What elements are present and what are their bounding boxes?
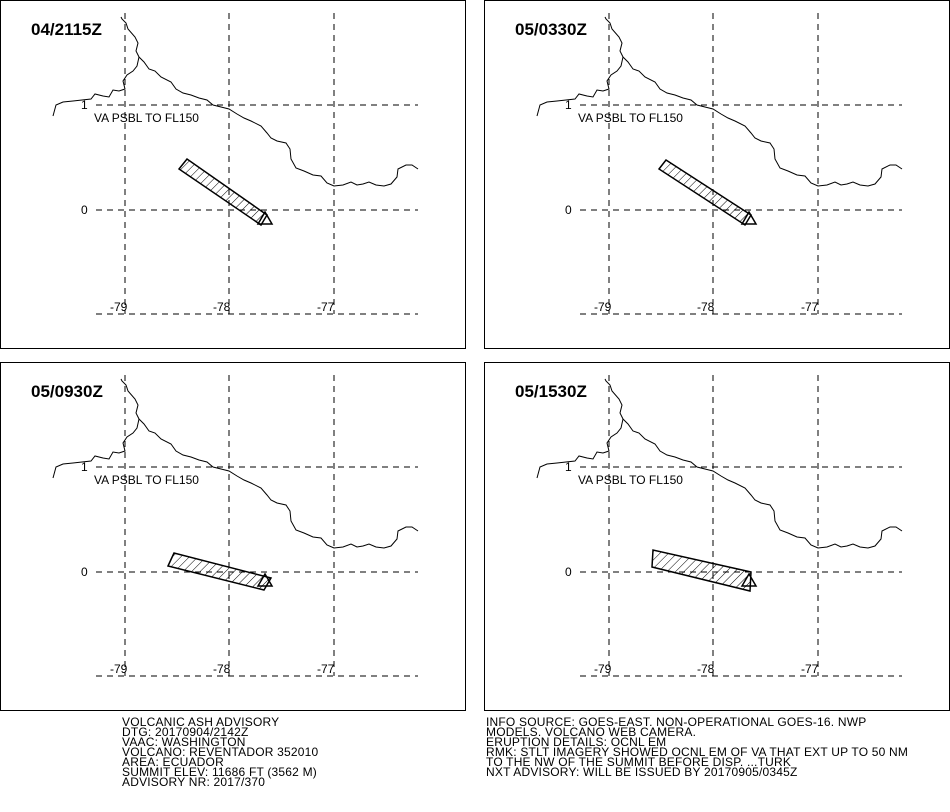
lon-label-79: -79	[110, 300, 128, 314]
advisory-line: TO THE NW OF THE SUMMIT BEFORE DISP. ...…	[486, 755, 792, 769]
lon-label-79: -79	[594, 300, 612, 314]
advisory-line: VOLCANO: REVENTADOR 352010	[122, 745, 319, 759]
ash-annotation: VA PSBL TO FL150	[578, 111, 683, 125]
lon-label-77: -77	[317, 662, 335, 676]
lat-label-1: 1	[565, 98, 572, 112]
lat-label-1: 1	[81, 98, 88, 112]
map-canvas-4: 1 0 -79 -78 -77 VA PSBL TO FL150 05/1530…	[515, 375, 903, 677]
advisory-line: RMK: STLT IMAGERY SHOWED OCNL EM OF VA T…	[486, 745, 909, 759]
advisory-line: ERUPTION DETAILS: OCNL EM	[486, 735, 667, 749]
panel-time: 05/1530Z	[515, 382, 587, 401]
lat-label-0: 0	[565, 203, 572, 217]
lat-label-0: 0	[81, 565, 88, 579]
advisory-line: VAAC: WASHINGTON	[122, 735, 246, 749]
graticule	[96, 375, 418, 677]
map-panel-2: 1 0 -79 -78 -77 VA PSBL TO FL150 05/0330…	[484, 0, 950, 349]
coastline-border	[536, 16, 903, 187]
ash-polygon	[166, 552, 273, 591]
map-canvas-3: 1 0 -79 -78 -77 VA PSBL TO FL150 05/0930…	[31, 375, 419, 677]
ash-cloud-area	[166, 552, 274, 591]
graticule	[96, 13, 418, 315]
advisory-line: SUMMIT ELEV: 11686 FT (3562 M)	[122, 765, 317, 779]
volcano-marker	[740, 210, 758, 225]
advisory-line: AREA: ECUADOR	[122, 755, 224, 769]
map-panel-4: 1 0 -79 -78 -77 VA PSBL TO FL150 05/1530…	[484, 362, 950, 711]
volcano-marker	[256, 210, 274, 225]
ash-polygon	[657, 158, 753, 227]
advisory-line: ADVISORY NR: 2017/370	[122, 775, 266, 789]
lon-label-77: -77	[801, 300, 819, 314]
graticule	[580, 375, 902, 677]
panel-time: 04/2115Z	[31, 20, 102, 39]
map-canvas-1: 1 0 -79 -78 -77 VA PSBL TO FL150 04/2115…	[31, 13, 419, 315]
ash-cloud-area	[651, 549, 758, 592]
lon-label-78: -78	[213, 662, 231, 676]
lat-label-1: 1	[565, 460, 572, 474]
advisory-summary: VOLCANIC ASH ADVISORY DTG: 20170904/2142…	[122, 715, 319, 789]
advisory-line: MODELS. VOLCANO WEB CAMERA.	[486, 725, 697, 739]
coastline-border	[52, 378, 419, 549]
coastline-border	[52, 16, 419, 187]
panel-time: 05/0930Z	[31, 382, 103, 401]
ash-polygon	[651, 549, 752, 592]
advisory-line: NXT ADVISORY: WILL BE ISSUED BY 20170905…	[486, 765, 798, 779]
map-panel-3: 1 0 -79 -78 -77 VA PSBL TO FL150 05/0930…	[0, 362, 466, 711]
map-canvas-2: 1 0 -79 -78 -77 VA PSBL TO FL150 05/0330…	[515, 13, 903, 315]
advisory-line: DTG: 20170904/2142Z	[122, 725, 249, 739]
ash-annotation: VA PSBL TO FL150	[578, 473, 683, 487]
lon-label-78: -78	[697, 662, 715, 676]
lat-label-1: 1	[81, 460, 88, 474]
ash-cloud-area	[657, 158, 758, 227]
volcano-marker	[740, 572, 758, 587]
lon-label-77: -77	[801, 662, 819, 676]
lat-label-0: 0	[565, 565, 572, 579]
ash-annotation: VA PSBL TO FL150	[94, 111, 199, 125]
lon-label-79: -79	[594, 662, 612, 676]
lon-label-77: -77	[317, 300, 335, 314]
map-panel-1: 1 0 -79 -78 -77 VA PSBL TO FL150 04/2115…	[0, 0, 466, 349]
ash-cloud-area	[177, 157, 274, 227]
lon-label-78: -78	[697, 300, 715, 314]
lon-label-79: -79	[110, 662, 128, 676]
volcano-marker	[256, 572, 274, 587]
lat-label-0: 0	[81, 203, 88, 217]
panel-time: 05/0330Z	[515, 20, 587, 39]
advisory-line: VOLCANIC ASH ADVISORY	[122, 715, 280, 729]
ash-polygon	[177, 157, 269, 227]
lon-label-78: -78	[213, 300, 231, 314]
coastline-border	[536, 378, 903, 549]
advisory-line: INFO SOURCE: GOES-EAST. NON-OPERATIONAL …	[486, 715, 867, 729]
advisory-details: INFO SOURCE: GOES-EAST. NON-OPERATIONAL …	[486, 715, 909, 779]
ash-annotation: VA PSBL TO FL150	[94, 473, 199, 487]
graticule	[580, 13, 902, 315]
